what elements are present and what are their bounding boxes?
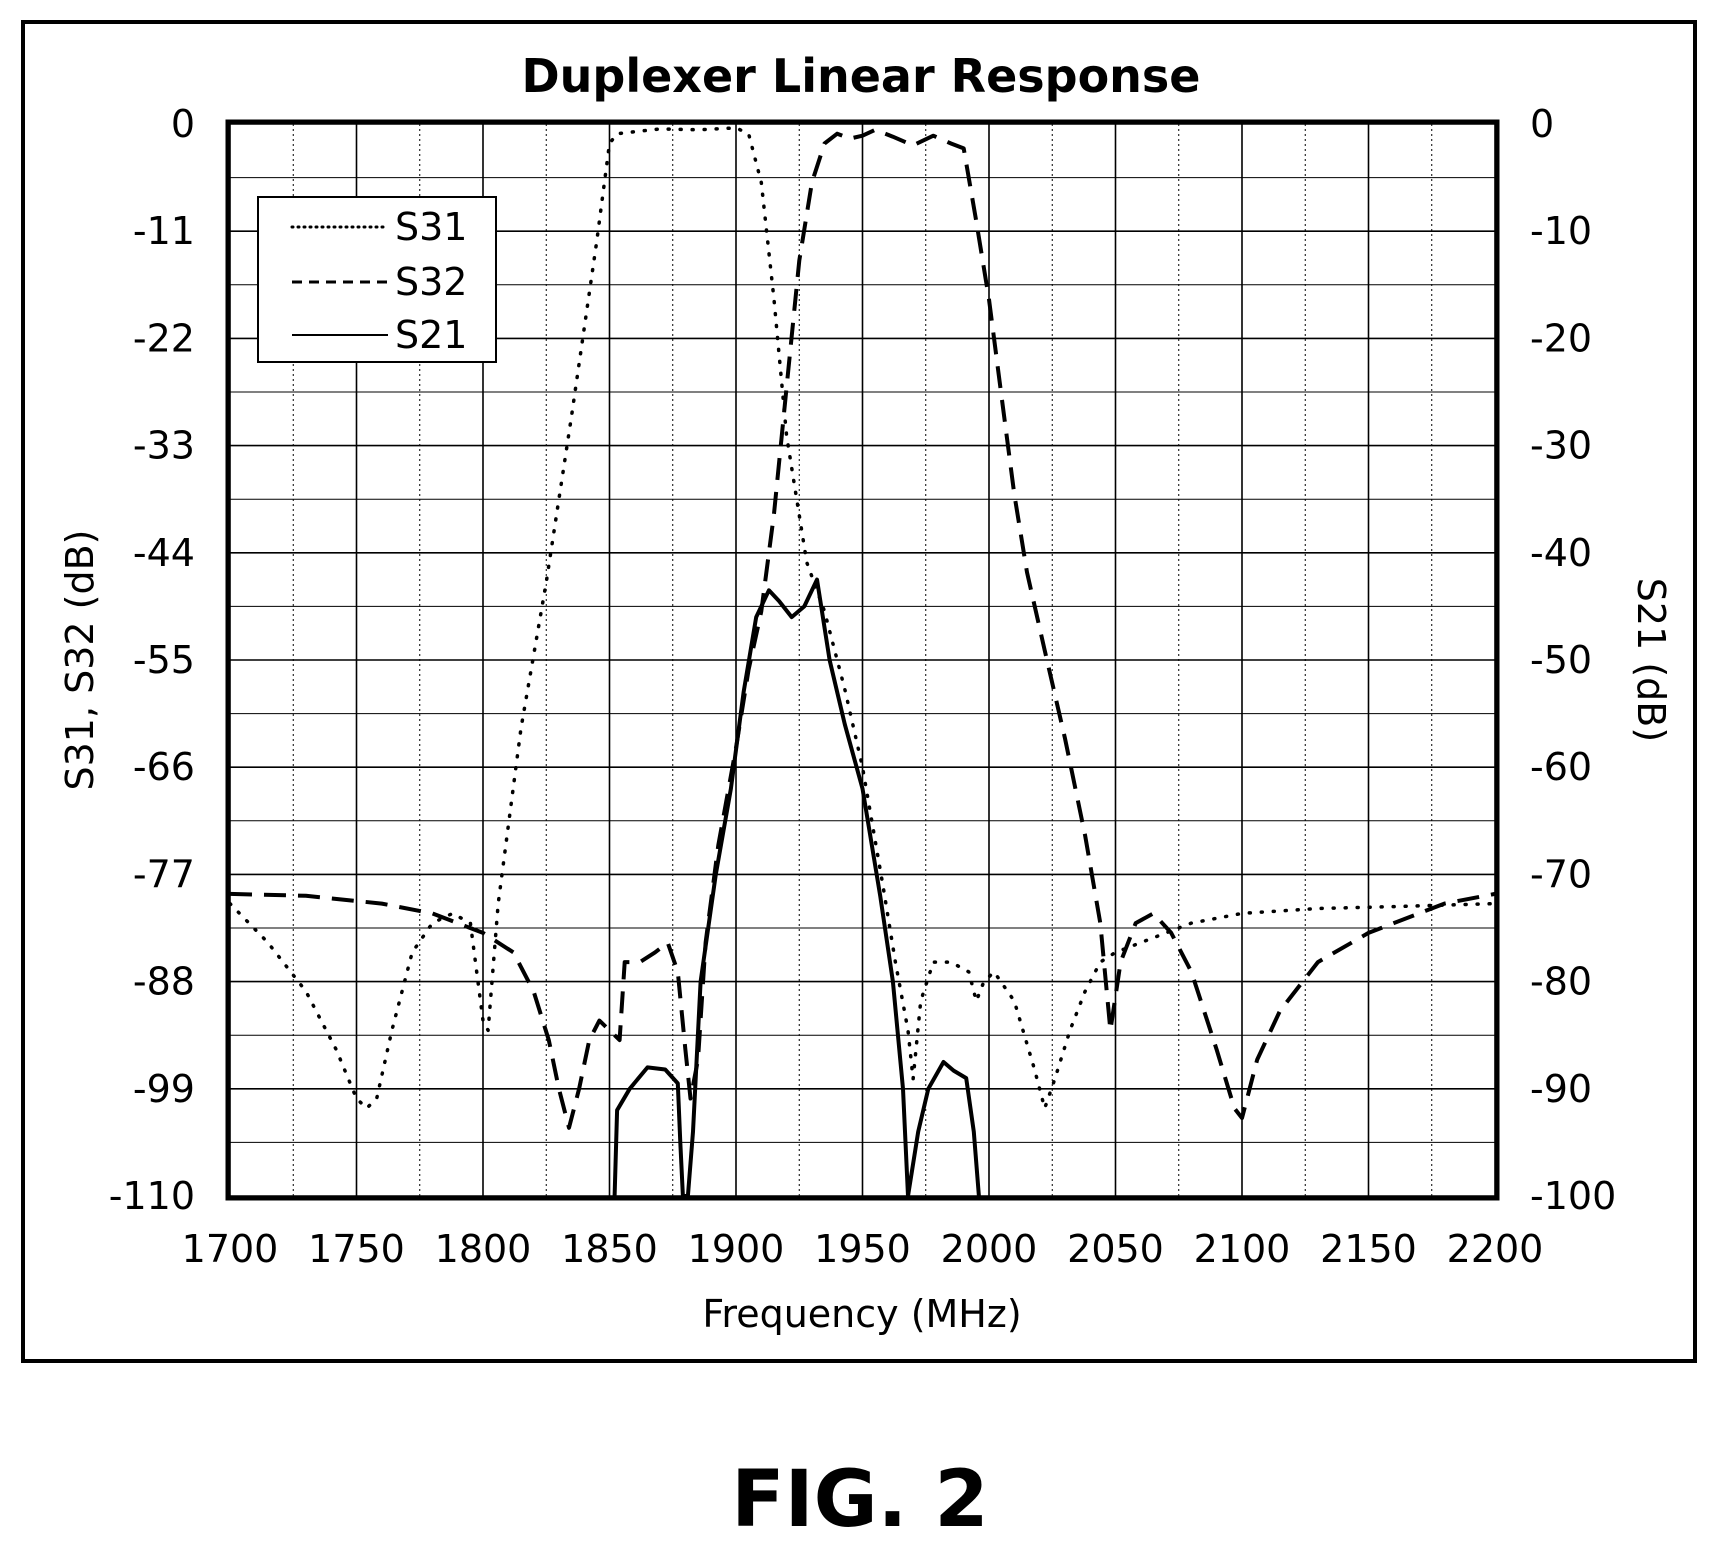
y-axis-label-right: S21 (dB) [1629,578,1673,742]
series-line-s21 [612,577,981,1198]
y-tick-label-right: -40 [1530,531,1592,575]
x-tick-label: 2000 [941,1227,1038,1271]
x-tick-label: 2200 [1447,1227,1544,1271]
x-tick-label: 1900 [688,1227,785,1271]
series-line-s32 [229,127,1496,1130]
y-tick-label-left: -66 [133,745,195,789]
y-tick-label-left: -55 [133,638,195,682]
y-tick-label-left: -99 [133,1067,195,1111]
y-tick-label-right: -100 [1530,1174,1616,1218]
x-tick-label: 1800 [435,1227,532,1271]
y-tick-label-left: -110 [109,1174,195,1218]
legend-label-s31: S31 [395,205,467,249]
y-tick-label-left: 0 [171,102,195,146]
y-tick-label-left: -44 [133,531,195,575]
y-tick-label-right: -10 [1530,209,1592,253]
y-tick-label-right: -20 [1530,316,1592,360]
y-tick-label-right: 0 [1530,102,1554,146]
y-tick-label-left: -22 [133,316,195,360]
x-tick-label: 1700 [182,1227,279,1271]
y-tick-label-left: -88 [133,960,195,1004]
x-tick-label: 1750 [308,1227,405,1271]
y-tick-label-left: -33 [133,424,195,468]
y-axis-label-left: S31, S32 (dB) [58,529,102,790]
chart-title: Duplexer Linear Response [521,49,1200,103]
tick-labels: 1700 1750 1800 1850 1900 1950 2000 2050 2100 2150… [109,102,1617,1271]
x-tick-label: 2050 [1067,1227,1164,1271]
y-tick-label-right: -70 [1530,852,1592,896]
y-tick-label-left: -77 [133,852,195,896]
figure-caption: FIG. 2 [731,1455,989,1545]
x-axis-label: Frequency (MHz) [702,1292,1021,1336]
series-lines [228,126,1497,1198]
x-tick-label: 1950 [814,1227,911,1271]
x-tick-label: 2150 [1320,1227,1417,1271]
y-tick-label-right: -80 [1530,960,1592,1004]
x-tick-label: 1850 [561,1227,658,1271]
y-tick-label-right: -50 [1530,638,1592,682]
plot-area-border [225,119,1500,1201]
legend-label-s32: S32 [395,260,467,304]
y-tick-label-right: -60 [1530,745,1592,789]
series-line-s31 [228,126,1497,1111]
y-tick-label-right: -30 [1530,424,1592,468]
x-tick-label: 2100 [1194,1227,1291,1271]
y-tick-label-right: -90 [1530,1067,1592,1111]
legend: S31 S32 S21 [257,196,497,363]
y-tick-label-left: -11 [133,209,195,253]
legend-label-s21: S21 [395,313,467,357]
